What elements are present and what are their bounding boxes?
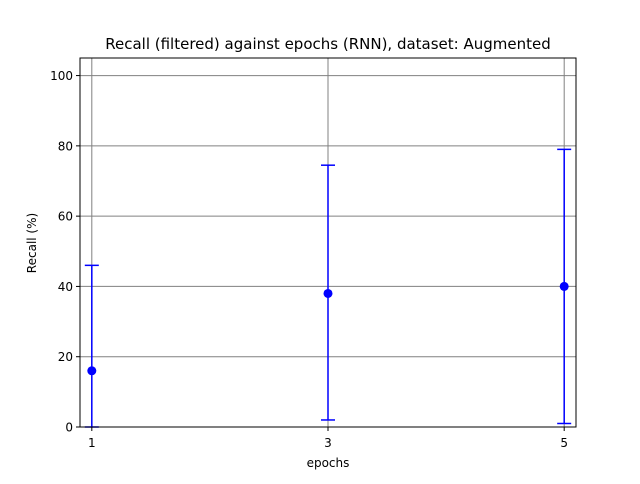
x-tick-label: 3 — [324, 436, 332, 450]
chart-title: Recall (filtered) against epochs (RNN), … — [105, 35, 551, 53]
errorbar-layer — [84, 148, 572, 428]
data-point — [323, 288, 333, 298]
point-layer — [87, 281, 569, 376]
tick-layer: 0 20 40 60 80 100 1 3 5 — [50, 69, 568, 450]
data-point — [87, 366, 97, 376]
y-tick-label: 60 — [58, 210, 73, 224]
x-axis-label: epochs — [307, 456, 350, 470]
data-point — [559, 281, 569, 291]
y-axis-label: Recall (%) — [25, 213, 39, 273]
x-tick-label: 1 — [88, 436, 96, 450]
y-tick-label: 40 — [58, 280, 73, 294]
x-tick-label: 5 — [560, 436, 568, 450]
y-tick-label: 20 — [58, 350, 73, 364]
y-tick-label: 100 — [50, 69, 73, 83]
y-tick-label: 80 — [58, 139, 73, 153]
y-tick-label: 0 — [65, 421, 73, 435]
